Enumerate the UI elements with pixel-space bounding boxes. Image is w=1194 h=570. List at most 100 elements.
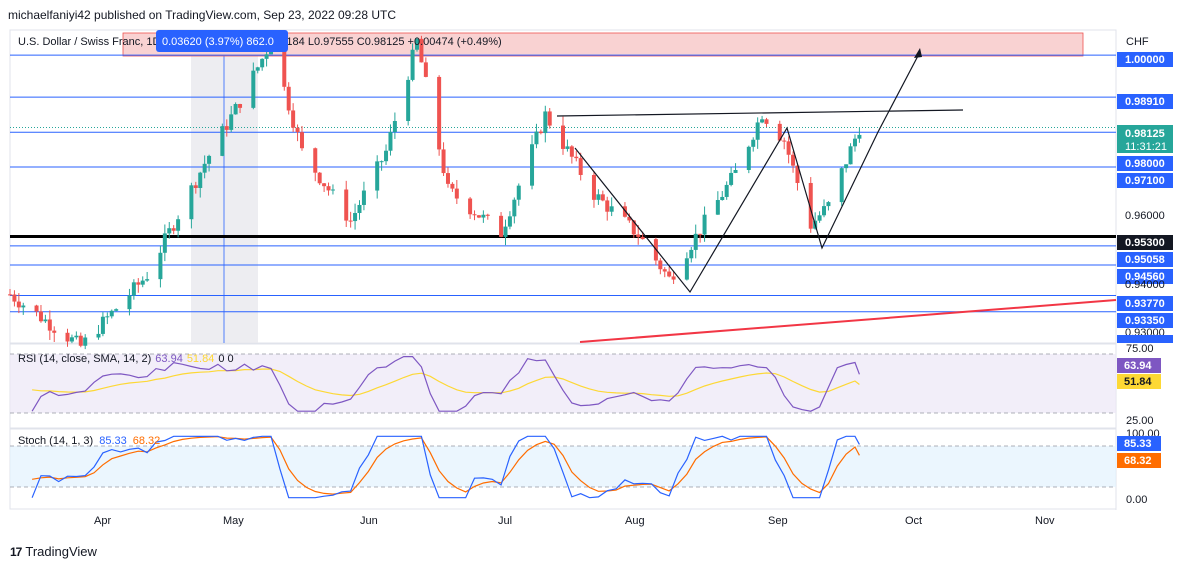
label-0.92540 — [1117, 335, 1173, 343]
candle-body-9 — [65, 332, 70, 342]
candle-body-62 — [388, 131, 393, 151]
candle-body-96 — [600, 194, 605, 201]
month-may: May — [223, 515, 244, 527]
candle-body-27 — [171, 228, 176, 231]
tradingview-logo-icon: 17 — [10, 544, 22, 559]
candle-body-80 — [503, 226, 508, 237]
candle-body-136 — [848, 146, 853, 165]
candle-body-77 — [481, 214, 486, 218]
svg-text:0.94560: 0.94560 — [1125, 271, 1165, 283]
candle-body-105 — [658, 260, 663, 270]
label-0.96000: 0.96000 — [1125, 210, 1165, 222]
candle-body-70 — [441, 149, 446, 174]
candle-body-121 — [755, 122, 760, 140]
month-nov: Nov — [1035, 515, 1055, 527]
candle-body-25 — [162, 233, 167, 253]
candle-body-8 — [52, 330, 57, 333]
candle-body-82 — [512, 199, 517, 217]
candle-body-17 — [109, 310, 114, 317]
candle-body-7 — [47, 319, 52, 331]
candle-body-75 — [472, 214, 477, 216]
candle-body-91 — [569, 146, 574, 157]
svg-text:0.95300: 0.95300 — [1125, 237, 1165, 249]
candle-body-86 — [538, 131, 543, 134]
svg-text:0.97100: 0.97100 — [1125, 175, 1165, 187]
label-0.94000: 0.94000 — [1125, 279, 1165, 291]
stoch-k-label: 85.33 — [1117, 436, 1161, 451]
candle-body-55 — [348, 220, 353, 222]
candle-body-68 — [423, 62, 428, 77]
candle-body-56 — [353, 213, 358, 222]
month-sep: Sep — [768, 515, 788, 527]
candle-body-49 — [313, 148, 318, 173]
candle-body-102 — [636, 234, 641, 237]
svg-text:51.84: 51.84 — [1124, 376, 1152, 388]
rsi-value-label: 63.94 — [1117, 358, 1161, 373]
wave-projection-line — [574, 51, 921, 294]
candle-body-47 — [295, 127, 300, 133]
candle-body-6 — [43, 319, 48, 322]
month-apr: Apr — [94, 515, 111, 527]
tradingview-brand: TradingView — [25, 544, 97, 559]
candle-body-99 — [622, 206, 627, 217]
candle-body-36 — [229, 114, 234, 130]
label-0.95300: 0.95300 — [1117, 235, 1173, 250]
candle-body-3 — [21, 305, 26, 308]
candle-body-54 — [344, 189, 349, 221]
month-aug: Aug — [625, 515, 645, 527]
candle-body-10 — [69, 337, 74, 342]
candle-body-39 — [251, 70, 256, 108]
candle-body-35 — [224, 126, 229, 130]
candle-body-109 — [684, 258, 689, 280]
candle-body-19 — [127, 295, 132, 310]
rsi-band — [10, 354, 1116, 413]
candle-body-41 — [260, 58, 265, 68]
projection-arrowhead — [914, 48, 922, 58]
candle-body-76 — [476, 215, 481, 218]
candle-body-124 — [777, 123, 782, 141]
candle-body-64 — [406, 79, 411, 122]
svg-text:85.33: 85.33 — [1124, 438, 1152, 450]
label-0.98910: 0.98910 — [1117, 94, 1173, 109]
candle-body-12 — [78, 335, 83, 346]
tradingview-footer[interactable]: 17 TradingView — [10, 544, 97, 559]
month-oct: Oct — [905, 515, 922, 527]
time-axis: Apr May Jun Jul Aug Sep Oct Nov — [94, 515, 1055, 527]
candle-body-127 — [791, 154, 796, 166]
candle-body-38 — [238, 104, 243, 108]
candle-body-112 — [698, 233, 703, 235]
month-jun: Jun — [360, 515, 378, 527]
candle-body-100 — [627, 216, 632, 221]
candle-body-110 — [689, 249, 694, 259]
candle-body-114 — [715, 200, 720, 215]
candle-body-108 — [671, 276, 676, 280]
svg-text:0.98000: 0.98000 — [1125, 158, 1165, 170]
candle-body-97 — [605, 200, 610, 212]
candle-body-135 — [844, 164, 849, 169]
candle-body-48 — [299, 132, 304, 149]
rsi-legend[interactable]: RSI (14, close, SMA, 14, 2) 63.94 51.84 0 0 — [18, 353, 234, 365]
candle-body-37 — [233, 104, 238, 115]
candle-body-126 — [786, 141, 791, 155]
stoch-legend[interactable]: Stoch (14, 1, 3) 85.33 68.32 — [18, 435, 160, 447]
candle-body-34 — [220, 126, 225, 156]
candle-body-106 — [662, 269, 667, 272]
neckline-line — [556, 109, 964, 117]
rsi-sma-label: 51.84 — [1117, 374, 1161, 389]
rsi-tick-25: 25.00 — [1126, 415, 1154, 427]
candle-body-0 — [8, 294, 12, 296]
candle-body-95 — [596, 194, 601, 200]
candle-body-22 — [140, 280, 145, 285]
candle-body-69 — [437, 76, 442, 150]
svg-text:0.03620 (3.97%) 862.0: 0.03620 (3.97%) 862.0 — [162, 36, 274, 48]
rsi-sma-line — [32, 368, 860, 397]
candle-body-120 — [751, 139, 756, 147]
candle-body-42 — [264, 54, 269, 59]
stoch-k-line — [31, 435, 860, 499]
candle-body-132 — [822, 206, 827, 216]
candle-body-138 — [857, 134, 862, 139]
candle-body-107 — [667, 271, 672, 277]
rsi-tick-75: 75.00 — [1126, 343, 1154, 355]
candle-body-94 — [591, 174, 596, 200]
